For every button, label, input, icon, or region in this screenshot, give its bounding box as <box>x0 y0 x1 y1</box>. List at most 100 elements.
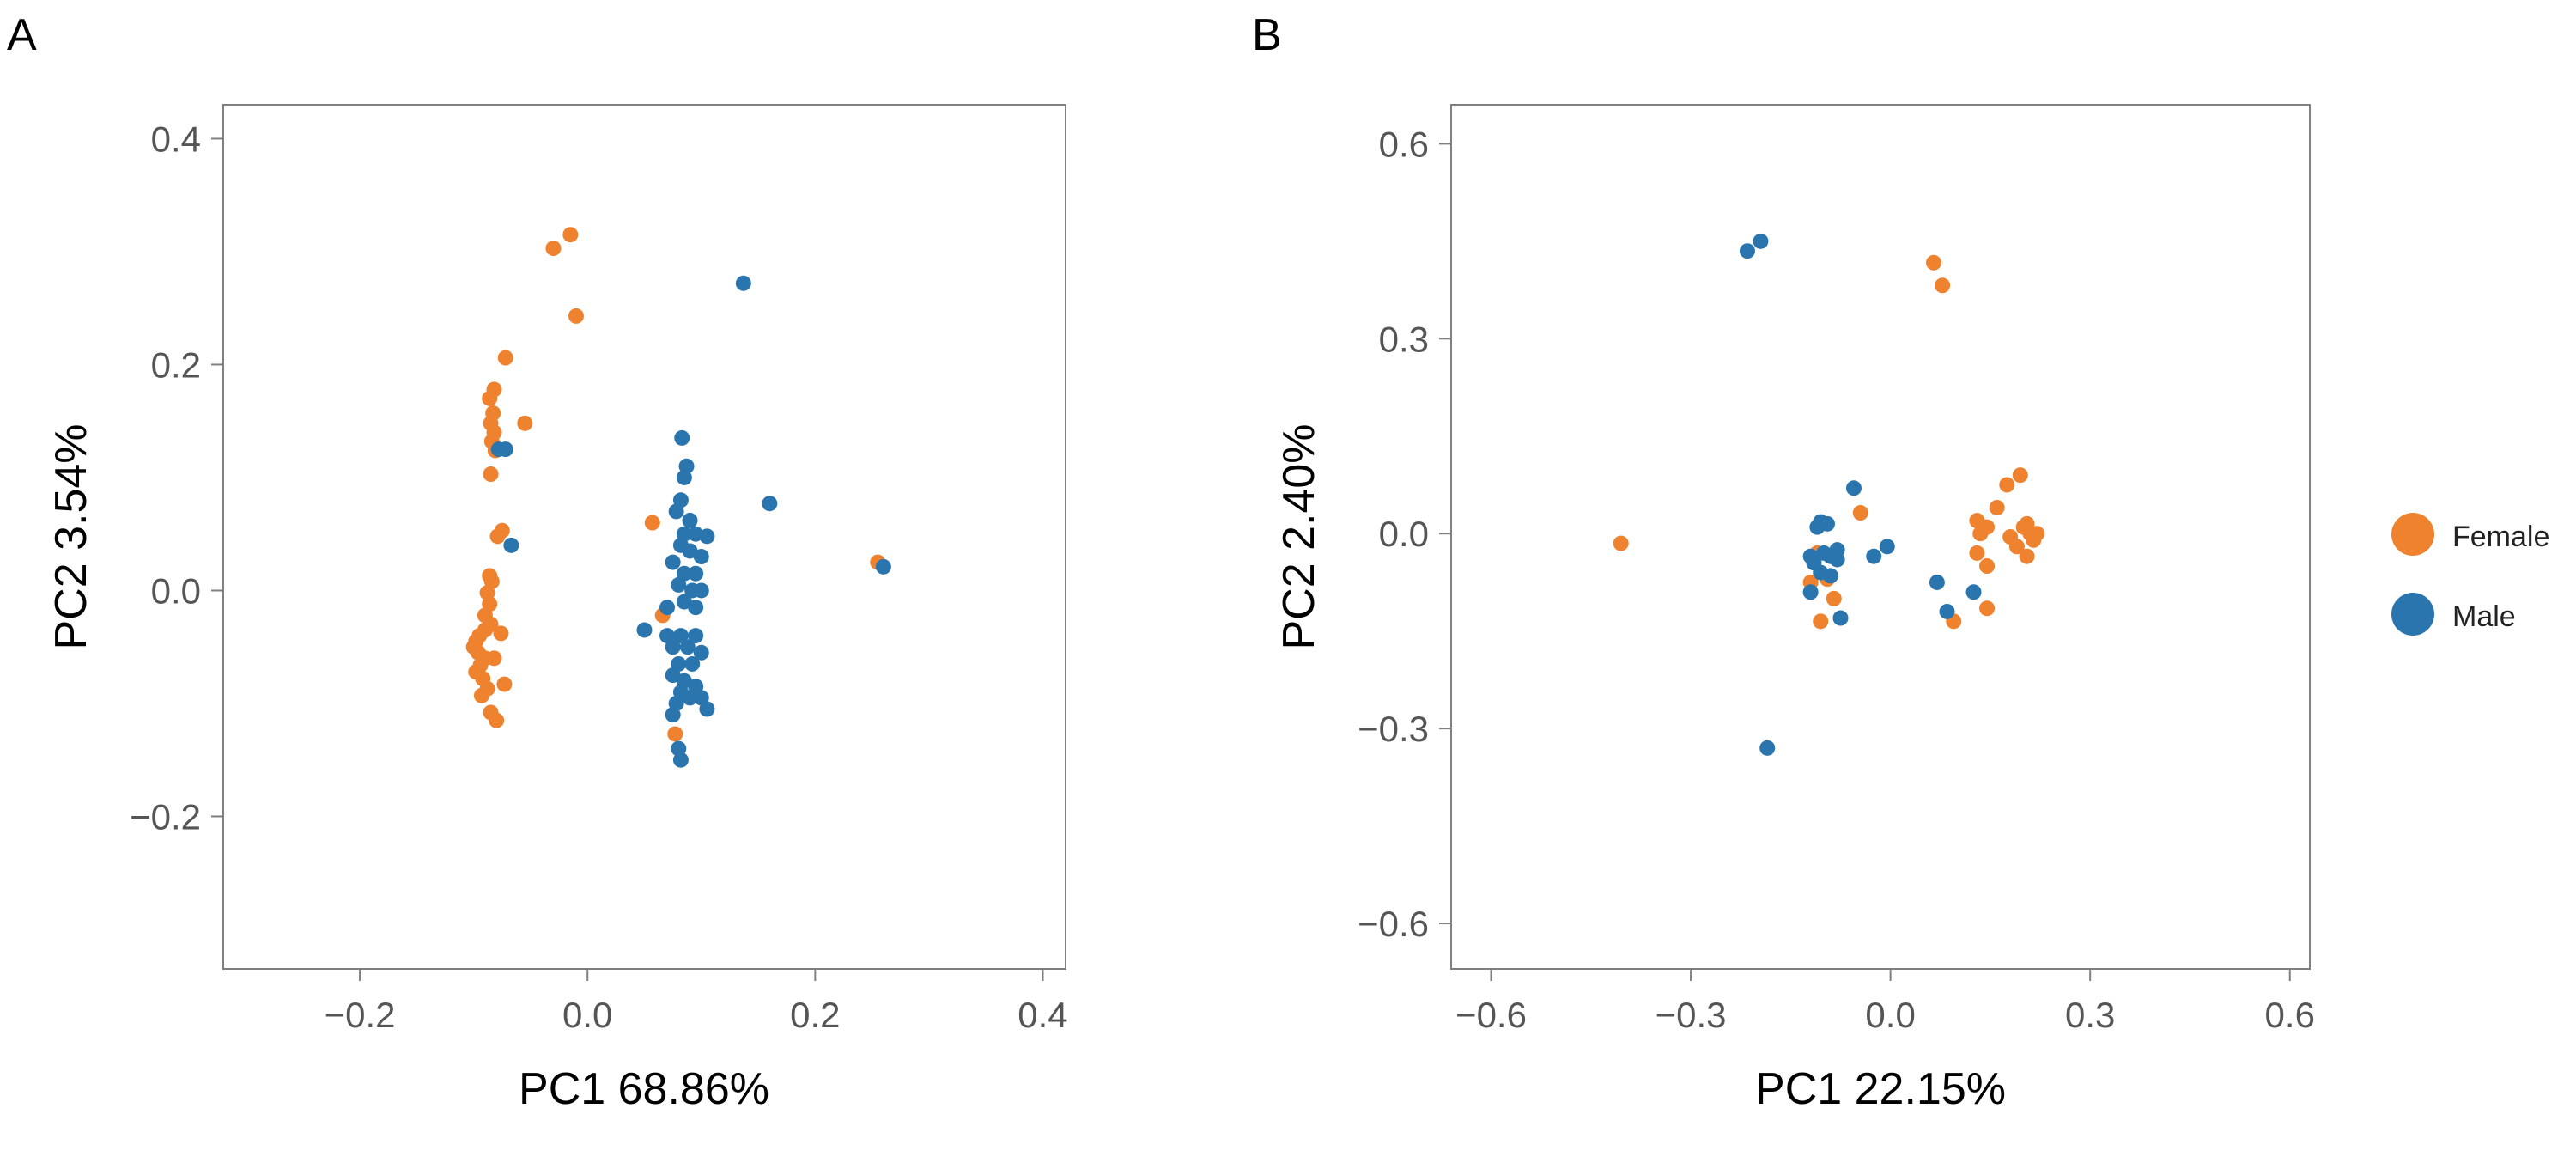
point-female-a <box>497 350 513 366</box>
point-female-b <box>1999 477 2015 493</box>
point-male-b <box>1829 551 1845 568</box>
point-female-a <box>482 390 498 406</box>
point-female-b <box>1826 590 1842 606</box>
point-female-b <box>2019 515 2035 532</box>
point-male-a <box>875 558 891 575</box>
x-axis-title-b: PC1 22.15% <box>1755 1064 2006 1114</box>
y-tick-label-b: 0.6 <box>1379 124 1429 164</box>
legend-swatch-male <box>2391 593 2434 636</box>
point-female-b <box>1979 519 1996 535</box>
point-male-a <box>693 549 709 565</box>
point-male-a <box>682 512 698 528</box>
point-female-a <box>489 712 505 728</box>
point-female-a <box>568 308 584 324</box>
point-female-a <box>493 625 509 642</box>
x-tick-label-a: 0.4 <box>1018 995 1067 1035</box>
ticks-b: −0.6 −0.3 0.0 0.3 0.6 −0.6 −0.3 0.0 0.3 0.6 <box>1358 124 2315 1035</box>
point-male-b <box>1939 603 1955 619</box>
x-tick-label-b: 0.6 <box>2265 995 2315 1035</box>
y-axis-title-a: PC2 3.54% <box>46 423 96 649</box>
x-tick-label-b: −0.3 <box>1656 995 1727 1035</box>
point-male-a <box>693 582 709 599</box>
point-female-a <box>473 687 489 703</box>
point-female-a <box>517 415 533 431</box>
point-female-a <box>667 726 683 742</box>
point-male-a <box>659 600 676 616</box>
point-female-a <box>486 650 502 667</box>
y-axis-title-b: PC2 2.40% <box>1274 423 1324 649</box>
point-male-a <box>672 752 689 768</box>
point-male-b <box>1822 568 1838 584</box>
point-male-a <box>674 429 690 446</box>
point-male-a <box>693 644 709 661</box>
point-female-b <box>1613 535 1629 551</box>
point-female-b <box>2008 539 2025 555</box>
panel-b: B −0.6 −0.3 0.0 0.3 0.6 −0.6 −0.3 0.0 0.3 0.6 PC1… <box>1252 10 2315 1114</box>
point-male-a <box>665 707 681 723</box>
point-male-b <box>1929 574 1945 590</box>
point-male-a <box>688 600 704 616</box>
point-male-b <box>1819 515 1835 532</box>
point-female-a <box>545 241 562 257</box>
x-tick-label-a: −0.2 <box>325 995 396 1035</box>
point-female-b <box>1926 254 1942 271</box>
point-male-b <box>1802 584 1819 600</box>
point-male-a <box>497 441 513 458</box>
point-female-b <box>1935 277 1951 294</box>
point-female-b <box>2026 532 2042 548</box>
point-male-b <box>1739 243 1755 259</box>
legend-swatch-female <box>2391 513 2434 556</box>
point-male-a <box>665 639 681 655</box>
y-tick-label-b: −0.6 <box>1358 904 1429 944</box>
point-male-b <box>1866 548 1882 564</box>
point-male-b <box>1759 740 1776 756</box>
point-male-a <box>688 628 704 644</box>
point-male-a <box>682 690 698 706</box>
panel-label-b: B <box>1252 10 1282 60</box>
point-female-b <box>1989 499 2005 515</box>
point-female-b <box>1852 505 1868 521</box>
x-tick-label-b: 0.0 <box>1865 995 1915 1035</box>
points-b <box>1613 233 2045 756</box>
y-tick-label-b: 0.3 <box>1379 319 1429 359</box>
y-tick-label-b: 0.0 <box>1379 514 1429 554</box>
point-female-a <box>562 227 579 243</box>
x-tick-label-b: 0.3 <box>2065 995 2115 1035</box>
plot-area-b <box>1450 104 2311 970</box>
x-axis-title-a: PC1 68.86% <box>519 1064 769 1114</box>
point-male-a <box>688 565 704 582</box>
panel-label-a: A <box>7 10 37 60</box>
point-male-a <box>676 469 692 485</box>
point-female-b <box>1979 558 1996 575</box>
legend: Female Male <box>2391 513 2549 636</box>
point-female-b <box>1813 613 1829 630</box>
point-male-a <box>503 537 519 553</box>
point-male-a <box>684 655 701 672</box>
point-female-a <box>496 676 513 692</box>
point-female-b <box>2019 548 2035 564</box>
point-male-a <box>671 576 687 593</box>
y-tick-label-a: 0.4 <box>151 119 201 159</box>
plot-area-a <box>222 104 1066 970</box>
panel-a: A −0.2 0.0 0.2 0.4−0.20.00.20.4 PC1 68.86% … <box>7 10 1068 1114</box>
point-male-b <box>1753 233 1769 249</box>
point-male-a <box>699 528 715 545</box>
point-male-a <box>699 701 715 717</box>
point-female-a <box>489 528 506 545</box>
point-male-a <box>672 628 689 644</box>
y-tick-label-b: −0.3 <box>1358 709 1429 749</box>
x-tick-label-a: 0.0 <box>562 995 612 1035</box>
point-female-b <box>1969 545 1985 561</box>
point-female-b <box>1979 600 1996 617</box>
point-female-a <box>483 466 499 483</box>
ticks-a: −0.2 0.0 0.2 0.4 −0.2 0.0 0.2 0.4 <box>130 119 1068 1035</box>
point-male-a <box>636 622 653 638</box>
point-male-b <box>1832 610 1849 626</box>
point-male-a <box>668 503 684 520</box>
point-male-a <box>735 275 751 291</box>
legend-label-female: Female <box>2452 521 2549 553</box>
point-male-a <box>679 639 696 655</box>
point-male-a <box>665 554 681 570</box>
